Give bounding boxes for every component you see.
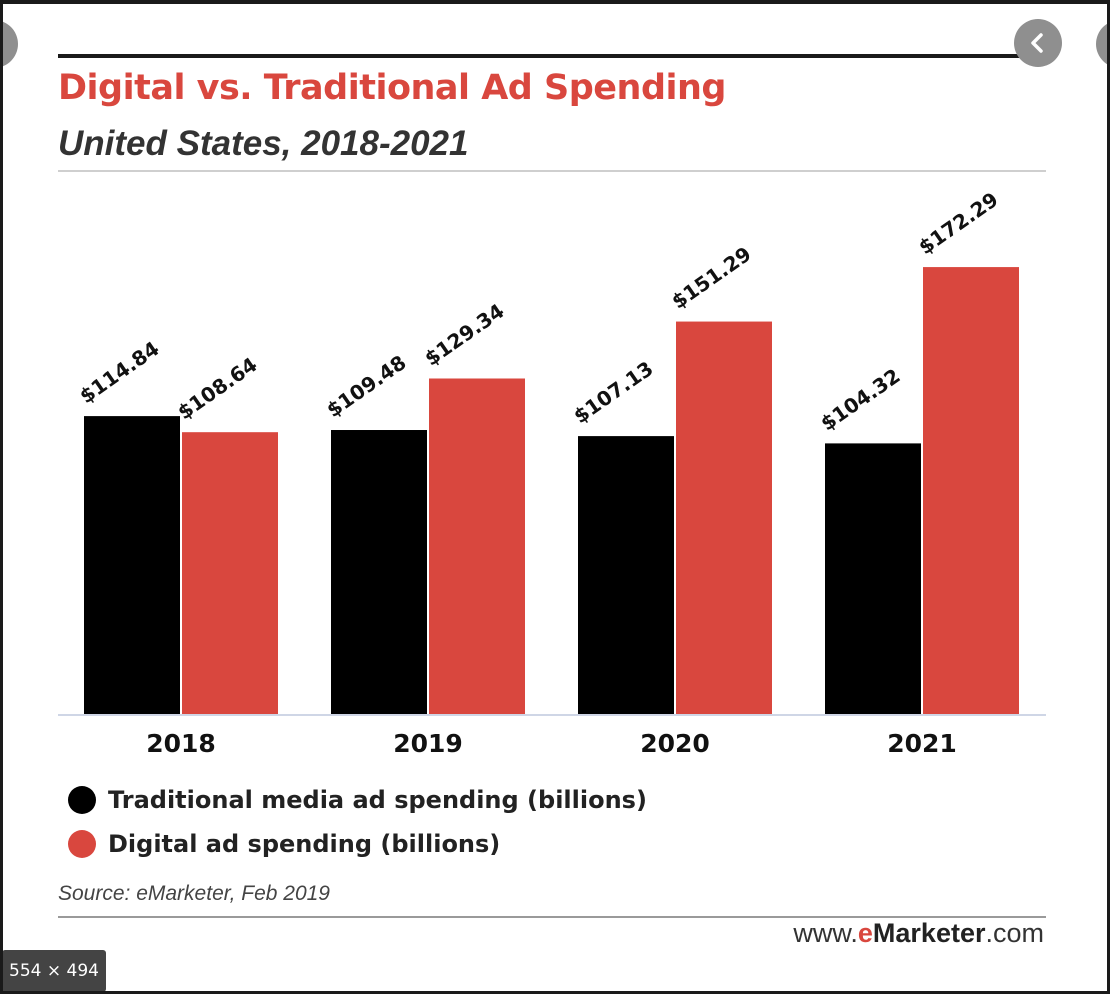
bar-digital-2019	[429, 378, 525, 714]
data-label-traditional-2018: $114.84	[75, 336, 163, 408]
legend-swatch-traditional	[68, 786, 96, 814]
bar-digital-2018	[182, 432, 278, 714]
chart-title: Digital vs. Traditional Ad Spending	[58, 68, 726, 108]
data-label-digital-2018: $108.64	[173, 352, 261, 424]
bar-traditional-2021	[825, 443, 921, 714]
image-dimensions-badge: 554 × 494	[2, 950, 106, 992]
data-label-digital-2021: $172.29	[914, 187, 1002, 259]
chevron-left-icon	[1031, 33, 1043, 53]
bottom-rule	[58, 916, 1046, 918]
top-rule	[58, 54, 1046, 58]
data-label-traditional-2019: $109.48	[322, 350, 410, 422]
legend-item-digital: Digital ad spending (billions)	[68, 822, 647, 866]
bar-digital-2020	[676, 321, 772, 714]
brand-prefix: www.	[793, 918, 858, 948]
brand-url: www.eMarketer.com	[793, 918, 1044, 949]
previous-image-button[interactable]	[0, 20, 18, 68]
x-tick-label-2019: 2019	[393, 729, 463, 758]
brand-marketer: Marketer	[872, 918, 986, 948]
brand-e: e	[857, 918, 873, 948]
x-tick-label-2020: 2020	[640, 729, 710, 758]
bar-traditional-2020	[578, 436, 674, 714]
subtitle-rule	[58, 170, 1046, 172]
data-label-digital-2020: $151.29	[667, 242, 755, 314]
data-label-traditional-2020: $107.13	[569, 356, 657, 428]
bar-traditional-2019	[331, 430, 427, 714]
bar-digital-2021	[923, 267, 1019, 714]
bar-traditional-2018	[84, 416, 180, 714]
data-label-digital-2019: $129.34	[420, 299, 508, 371]
brand-suffix: .com	[985, 918, 1044, 948]
back-button[interactable]	[1014, 19, 1062, 67]
x-tick-label-2021: 2021	[887, 729, 957, 758]
data-label-traditional-2021: $104.32	[816, 364, 904, 436]
source-note: Source: eMarketer, Feb 2019	[58, 882, 330, 905]
next-image-button[interactable]	[1096, 20, 1110, 68]
legend-label-traditional: Traditional media ad spending (billions)	[108, 786, 647, 814]
x-tick-label-2018: 2018	[146, 729, 216, 758]
legend-swatch-digital	[68, 830, 96, 858]
bar-chart: $114.84 $108.64 2018 $109.48$129.34 2019 $107…	[58, 187, 1046, 758]
legend: Traditional media ad spending (billions)…	[68, 778, 647, 866]
legend-item-traditional: Traditional media ad spending (billions)	[68, 778, 647, 822]
legend-label-digital: Digital ad spending (billions)	[108, 830, 501, 858]
chart-subtitle: United States, 2018-2021	[58, 124, 469, 163]
